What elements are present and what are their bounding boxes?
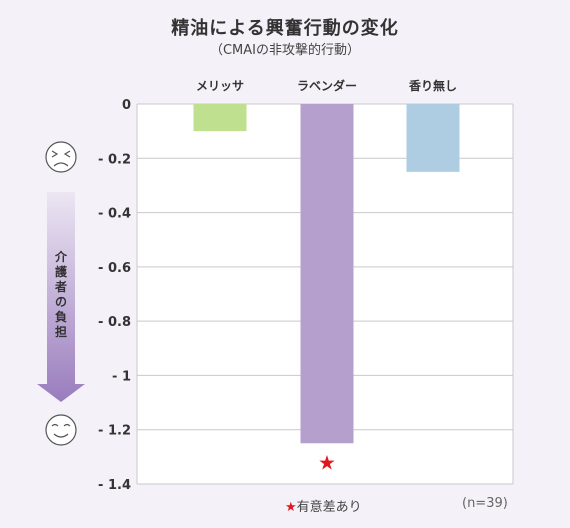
y-tick-label: 0 <box>122 98 131 113</box>
burden-char: の <box>54 295 67 309</box>
y-tick-label: - 0.6 <box>98 261 131 276</box>
burden-arrow <box>37 192 85 402</box>
burden-char: 護 <box>54 265 67 279</box>
x-tick-label: 香り無し <box>408 78 457 93</box>
burden-char: 担 <box>54 325 67 339</box>
significance-note: ★有意差あり <box>285 496 362 515</box>
y-tick-label: - 1 <box>112 369 131 384</box>
burden-char: 者 <box>54 280 67 294</box>
page-subtitle: （CMAIの非攻撃的行動） <box>209 43 361 58</box>
page-title: 精油による興奮行動の変化 <box>171 18 399 39</box>
sad-face-icon <box>45 141 77 173</box>
y-tick-label: - 0.4 <box>98 207 131 222</box>
caregiver-burden-label: 介 護 者 の 負 担 <box>48 250 74 340</box>
significance-star: ★ <box>318 450 336 474</box>
y-tick-label: - 0.2 <box>98 152 131 167</box>
significance-marker-group: ★ <box>318 450 336 474</box>
bar <box>300 104 354 444</box>
x-tick-label: ラベンダー <box>297 78 357 93</box>
bar <box>406 104 460 172</box>
y-tick-label: - 1.2 <box>98 424 131 439</box>
y-tick-label: - 1.4 <box>98 478 131 493</box>
sample-size: (n=39) <box>462 496 508 511</box>
y-tick-labels: 0 - 0.2 - 0.4 - 0.6 - 0.8 - 1 - 1.2 - 1.4 <box>98 98 131 493</box>
bars-group <box>193 104 460 444</box>
star-icon: ★ <box>285 500 297 515</box>
y-tick-label: - 0.8 <box>98 315 131 330</box>
significance-note-text: 有意差あり <box>296 500 362 515</box>
burden-char: 介 <box>54 250 67 264</box>
bar <box>193 104 247 132</box>
burden-char: 負 <box>54 310 67 324</box>
x-tick-labels: メリッサ ラベンダー 香り無し <box>196 78 457 93</box>
x-tick-label: メリッサ <box>196 79 244 93</box>
smile-face-icon <box>45 414 77 446</box>
